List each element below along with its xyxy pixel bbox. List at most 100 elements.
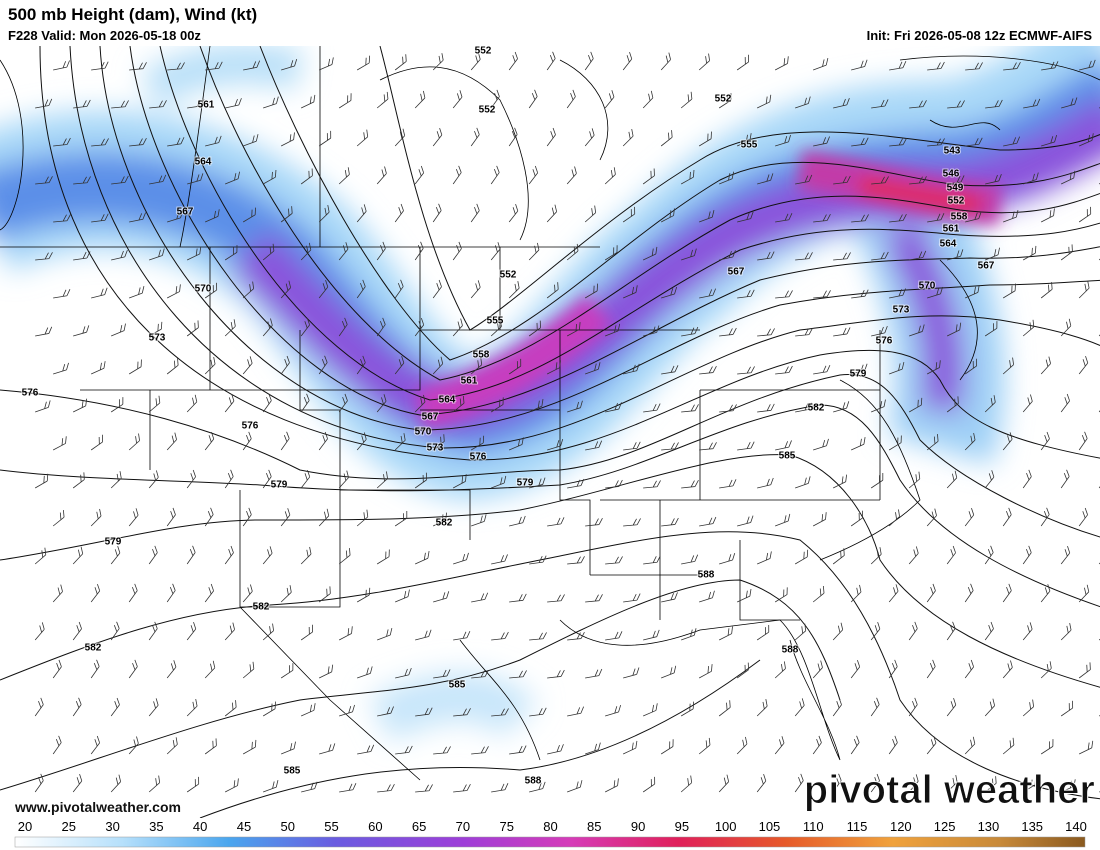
wind-barb	[736, 662, 749, 679]
wind-barb	[661, 592, 678, 603]
wind-barb	[186, 776, 200, 793]
wind-barb	[338, 393, 348, 413]
wind-barb	[205, 61, 223, 71]
wind-barb	[851, 59, 868, 71]
wind-barb	[262, 243, 275, 261]
wind-barb	[204, 356, 216, 375]
wind-barb	[757, 251, 775, 261]
wind-barb	[585, 440, 603, 451]
wind-barb	[529, 555, 547, 565]
wind-barb	[698, 131, 712, 147]
wind-barb	[204, 660, 216, 679]
wind-barb	[1060, 318, 1072, 337]
wind-barb	[72, 398, 88, 413]
wind-barb	[128, 508, 139, 527]
colorbar-label: 65	[412, 819, 426, 834]
wind-barb	[736, 736, 748, 755]
wind-barb	[1002, 737, 1015, 755]
wind-barb	[110, 697, 120, 717]
wind-barb	[699, 442, 717, 451]
wind-barb	[90, 434, 104, 451]
wind-barb	[186, 545, 196, 565]
wind-barb	[643, 555, 661, 565]
wind-barb	[926, 434, 939, 451]
wind-barb	[90, 735, 101, 755]
wind-barb	[984, 395, 996, 413]
wind-barb	[528, 89, 538, 109]
wind-barb	[300, 703, 316, 717]
contour-label: 552	[948, 196, 965, 207]
wind-barb	[584, 51, 594, 71]
wind-barb	[491, 708, 509, 717]
wind-barb	[35, 176, 53, 185]
wind-barb	[509, 593, 527, 603]
wind-barb	[395, 667, 412, 679]
wind-barb	[546, 204, 558, 223]
wind-barb	[584, 283, 598, 299]
wind-barb	[73, 176, 91, 185]
wind-barb	[984, 545, 994, 565]
colorbar-labels: 20 25 30 35 40 45 50 55 60 65 70 75 80 85 90 95 100 105 11…	[18, 819, 1087, 834]
wind-barb	[186, 698, 198, 717]
wind-barb	[204, 209, 220, 223]
wind-barb	[470, 435, 485, 451]
wind-barb	[128, 433, 140, 451]
wind-barb	[1060, 545, 1071, 565]
wind-barb	[52, 659, 62, 679]
wind-barb	[908, 621, 918, 641]
wind-barb	[908, 397, 923, 413]
wind-barb	[946, 396, 959, 413]
wind-barb	[812, 512, 827, 527]
wind-barb	[850, 735, 860, 755]
wind-barb	[757, 403, 775, 413]
wind-barb	[470, 127, 480, 147]
wind-barb	[660, 52, 671, 71]
wind-barb	[509, 515, 526, 527]
wind-barb	[1060, 700, 1074, 717]
wind-barb	[433, 669, 451, 679]
wind-barb	[1040, 356, 1051, 375]
wind-barb	[1078, 280, 1090, 299]
wind-barb	[34, 697, 44, 717]
wind-barb	[643, 629, 660, 641]
wind-barb	[187, 173, 204, 185]
wind-barb	[812, 585, 825, 603]
wind-barb	[72, 697, 82, 717]
wind-barb	[851, 289, 869, 299]
wind-barb	[490, 242, 501, 261]
contour-label: 585	[284, 766, 301, 777]
wind-barb	[775, 134, 791, 147]
wind-barb	[339, 704, 355, 717]
wind-barb	[699, 590, 715, 603]
wind-barb	[1003, 61, 1021, 71]
wind-barb	[794, 549, 809, 565]
wind-barb	[623, 593, 641, 603]
map-title: 500 mb Height (dam), Wind (kt)	[8, 5, 257, 24]
wind-barb	[356, 129, 369, 147]
wind-barb	[167, 62, 185, 71]
wind-barb	[452, 474, 467, 489]
wind-barb	[737, 211, 754, 223]
wind-barb	[34, 622, 45, 641]
wind-barb	[909, 250, 927, 261]
contour-label: 579	[850, 369, 867, 380]
wind-barb	[584, 205, 597, 223]
wind-barb	[148, 545, 158, 565]
contour-label: 573	[149, 333, 166, 344]
wind-barb	[926, 508, 937, 527]
contour-label: 570	[919, 281, 936, 292]
wind-barb	[567, 631, 585, 641]
colorbar-label: 25	[62, 819, 76, 834]
wind-barb	[775, 213, 793, 223]
wind-barb	[889, 213, 907, 223]
wind-barb	[148, 321, 163, 337]
contour-label: 552	[475, 46, 492, 57]
wind-barb	[204, 583, 214, 603]
wind-barb	[129, 137, 147, 147]
wind-barb	[680, 169, 695, 185]
wind-barb	[888, 584, 899, 603]
wind-barb	[965, 211, 982, 223]
wind-barb	[509, 670, 527, 679]
contour-label: 561	[461, 376, 478, 387]
wind-barb	[889, 60, 907, 71]
